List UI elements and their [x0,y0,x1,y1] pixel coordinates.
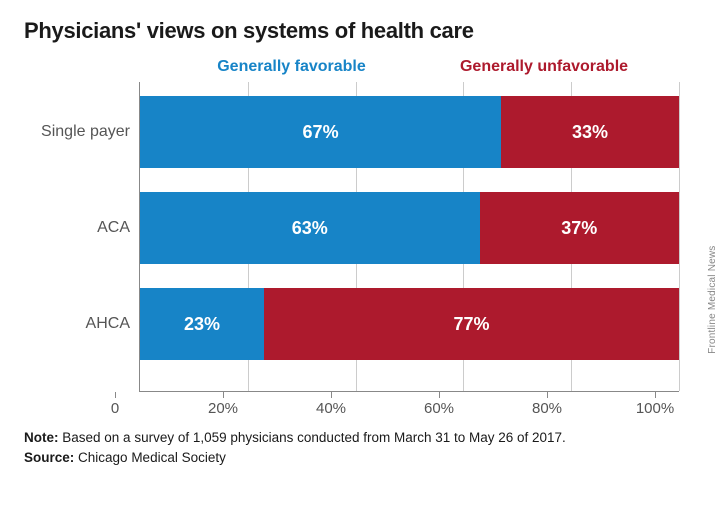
bar-segment-unfavorable: 77% [264,288,679,360]
x-tick-label: 60% [424,400,454,417]
source-text: Chicago Medical Society [78,450,226,465]
category-label: AHCA [25,315,130,333]
bar-row: ACA63%37% [140,192,679,264]
bar-row: AHCA23%77% [140,288,679,360]
x-tick-label: 100% [636,400,674,417]
x-tick [115,392,116,398]
bar-segment-unfavorable: 33% [501,96,679,168]
x-tick-label: 0 [111,400,119,417]
chart-plot-area: Single payer67%33% ACA63%37% AHCA23%77% [139,82,679,392]
legend-favorable: Generally favorable [139,58,444,76]
bar-segment-favorable: 63% [140,192,480,264]
x-tick [439,392,440,398]
chart-container: Physicians' views on systems of health c… [0,0,720,483]
x-tick [223,392,224,398]
gridline [679,82,680,391]
note-label: Note: [24,430,59,445]
x-tick-label: 40% [316,400,346,417]
x-tick [331,392,332,398]
note-text: Based on a survey of 1,059 physicians co… [62,430,566,445]
category-label: ACA [25,219,130,237]
legend: Generally favorable Generally unfavorabl… [139,58,696,76]
bar-segment-favorable: 23% [140,288,264,360]
x-tick [547,392,548,398]
chart-title: Physicians' views on systems of health c… [24,18,696,44]
bar-segment-favorable: 67% [140,96,501,168]
x-tick-label: 20% [208,400,238,417]
x-axis: 020%40%60%80%100% [115,392,655,416]
legend-unfavorable: Generally unfavorable [444,58,644,76]
x-tick [655,392,656,398]
x-tick-label: 80% [532,400,562,417]
attribution: Frontline Medical News [707,246,718,354]
note-line: Note: Based on a survey of 1,059 physici… [24,428,696,448]
source-label: Source: [24,450,74,465]
source-line: Source: Chicago Medical Society [24,448,696,468]
category-label: Single payer [25,123,130,141]
bar-segment-unfavorable: 37% [480,192,679,264]
bar-row: Single payer67%33% [140,96,679,168]
footnotes: Note: Based on a survey of 1,059 physici… [24,428,696,469]
